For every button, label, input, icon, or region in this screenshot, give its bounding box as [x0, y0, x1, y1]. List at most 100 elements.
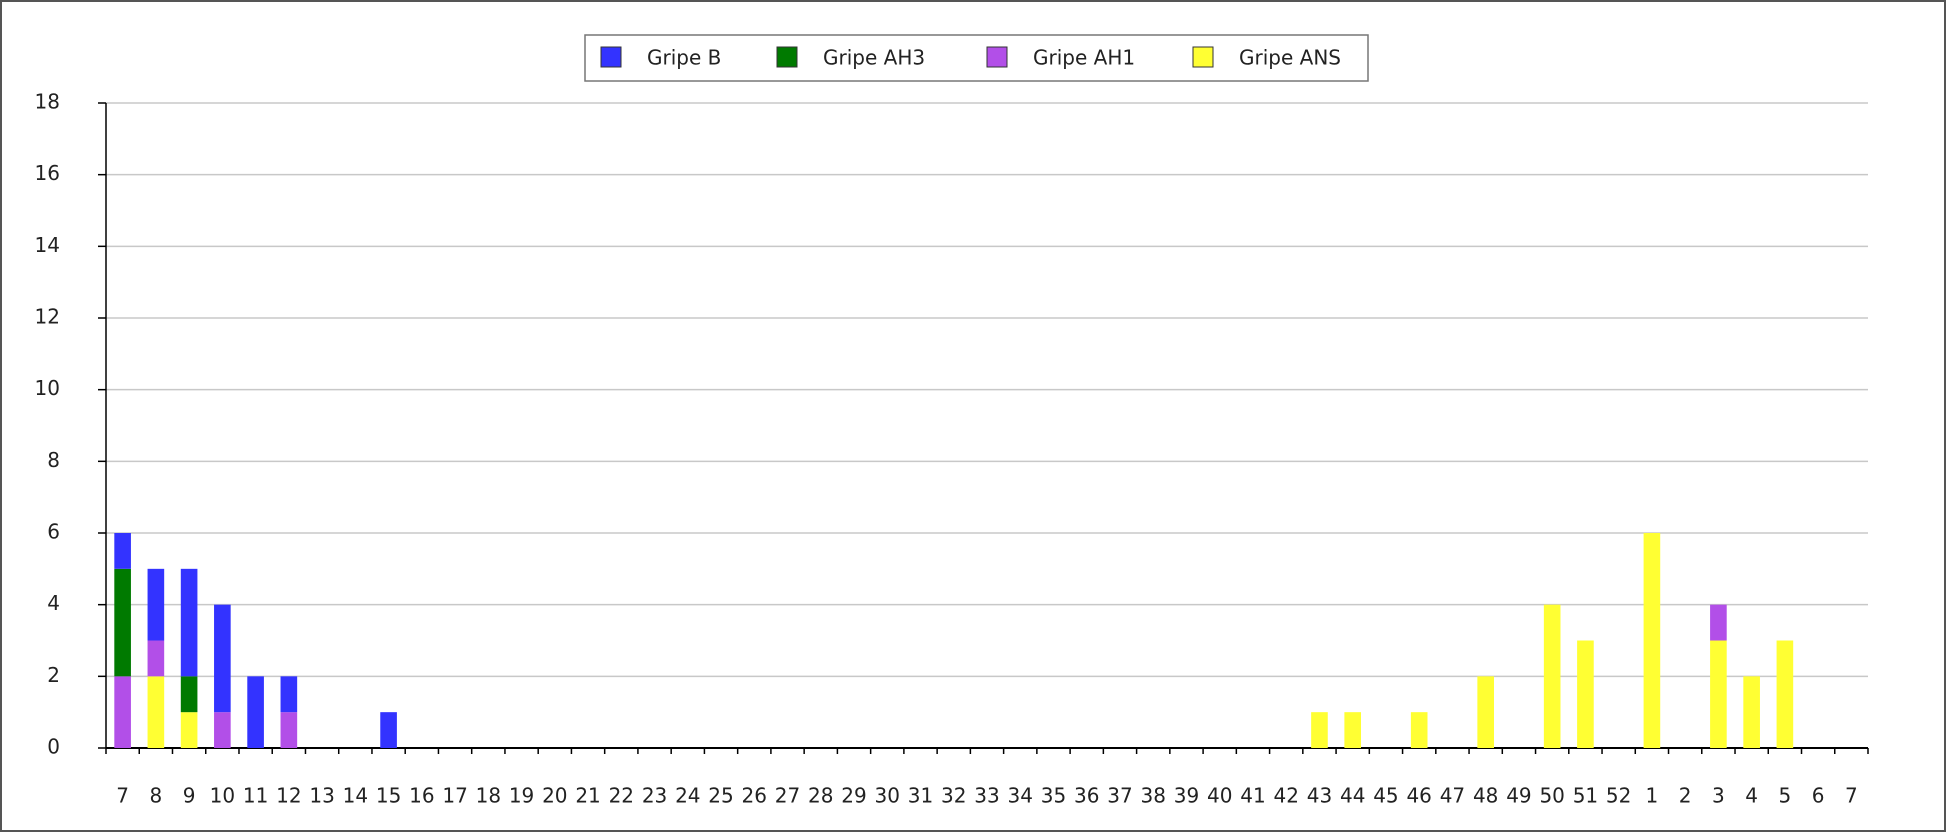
y-tick-label: 12 [35, 305, 60, 329]
x-tick-label: 50 [1539, 784, 1564, 808]
legend-label: Gripe AH3 [823, 46, 925, 70]
x-tick-label: 49 [1506, 784, 1531, 808]
x-tick-label: 1 [1646, 784, 1659, 808]
x-tick-label: 40 [1207, 784, 1232, 808]
bar-segment [1643, 533, 1661, 748]
bar-segment [114, 568, 131, 677]
x-tick-label: 36 [1074, 784, 1099, 808]
x-tick-label: 44 [1340, 784, 1365, 808]
x-tick-label: 14 [343, 784, 368, 808]
bar-segment [1311, 712, 1328, 748]
legend-swatch [986, 46, 1008, 68]
x-tick-label: 16 [409, 784, 434, 808]
x-tick-label: 6 [1812, 784, 1825, 808]
bar-segment [214, 712, 231, 748]
bar-segment [1710, 604, 1727, 641]
bar-segment [147, 568, 165, 641]
legend-swatch [1192, 46, 1214, 68]
x-tick-label: 31 [908, 784, 933, 808]
x-tick-label: 51 [1573, 784, 1598, 808]
y-tick-label: 0 [47, 735, 60, 759]
bar-segment [1477, 676, 1494, 748]
x-tick-label: 8 [150, 784, 163, 808]
bar-segment [1577, 640, 1594, 748]
x-tick-label: 20 [542, 784, 567, 808]
x-tick-label: 28 [808, 784, 833, 808]
bar-segment [1710, 640, 1727, 748]
bar-segment [280, 676, 298, 713]
x-tick-label: 37 [1107, 784, 1132, 808]
x-tick-label: 35 [1041, 784, 1066, 808]
bar-segment [180, 568, 198, 677]
y-tick-label: 18 [35, 90, 60, 114]
x-tick-label: 25 [708, 784, 733, 808]
bar-segment [1410, 712, 1428, 748]
legend-swatch [776, 46, 798, 68]
bar-segment [214, 604, 231, 713]
y-tick-label: 10 [35, 376, 60, 400]
x-tick-label: 13 [309, 784, 334, 808]
x-tick-label: 19 [509, 784, 534, 808]
y-tick-label: 8 [47, 448, 60, 472]
legend-swatch [600, 46, 622, 68]
bar-segment [280, 712, 298, 748]
x-tick-label: 30 [875, 784, 900, 808]
x-tick-label: 27 [775, 784, 800, 808]
bar-segment [1743, 676, 1760, 748]
x-tick-label: 23 [642, 784, 667, 808]
bar-segment [180, 712, 198, 748]
x-tick-label: 17 [442, 784, 467, 808]
x-tick-label: 5 [1779, 784, 1792, 808]
bar-segment [114, 676, 131, 748]
x-tick-label: 45 [1373, 784, 1398, 808]
x-tick-label: 39 [1174, 784, 1199, 808]
legend-label: Gripe AH1 [1033, 46, 1135, 70]
x-tick-label: 38 [1140, 784, 1165, 808]
x-tick-label: 21 [575, 784, 600, 808]
x-tick-label: 9 [183, 784, 196, 808]
x-tick-label: 34 [1008, 784, 1033, 808]
bar-segment [147, 640, 165, 677]
x-tick-label: 4 [1745, 784, 1758, 808]
y-tick-label: 14 [35, 233, 60, 257]
x-tick-label: 42 [1273, 784, 1298, 808]
bar-segment [247, 676, 264, 748]
legend-label: Gripe ANS [1239, 46, 1341, 70]
x-tick-label: 47 [1440, 784, 1465, 808]
y-tick-label: 16 [35, 161, 60, 185]
bar-segment [114, 533, 131, 569]
x-tick-label: 11 [243, 784, 268, 808]
x-tick-label: 52 [1606, 784, 1631, 808]
x-tick-label: 15 [376, 784, 401, 808]
bar-segment [180, 676, 198, 713]
x-tick-label: 43 [1307, 784, 1332, 808]
x-tick-label: 18 [476, 784, 501, 808]
x-tick-label: 29 [841, 784, 866, 808]
legend-box [584, 34, 1369, 82]
x-tick-label: 10 [210, 784, 235, 808]
x-tick-label: 7 [116, 784, 129, 808]
x-tick-label: 24 [675, 784, 700, 808]
x-tick-label: 46 [1406, 784, 1431, 808]
x-tick-label: 3 [1712, 784, 1725, 808]
x-tick-label: 12 [276, 784, 301, 808]
y-tick-label: 4 [47, 591, 60, 615]
bar-segment [1344, 712, 1362, 748]
y-tick-label: 6 [47, 520, 60, 544]
x-tick-label: 22 [609, 784, 634, 808]
x-tick-label: 41 [1240, 784, 1265, 808]
y-tick-label: 2 [47, 663, 60, 687]
x-tick-label: 26 [742, 784, 767, 808]
x-tick-label: 2 [1679, 784, 1692, 808]
bar-segment [147, 676, 165, 748]
bar-segment [1776, 640, 1794, 748]
legend-label: Gripe B [647, 46, 721, 70]
bar-segment [1543, 604, 1561, 748]
x-tick-label: 33 [974, 784, 999, 808]
bar-segment [380, 712, 397, 748]
x-tick-label: 7 [1845, 784, 1858, 808]
x-tick-label: 48 [1473, 784, 1498, 808]
